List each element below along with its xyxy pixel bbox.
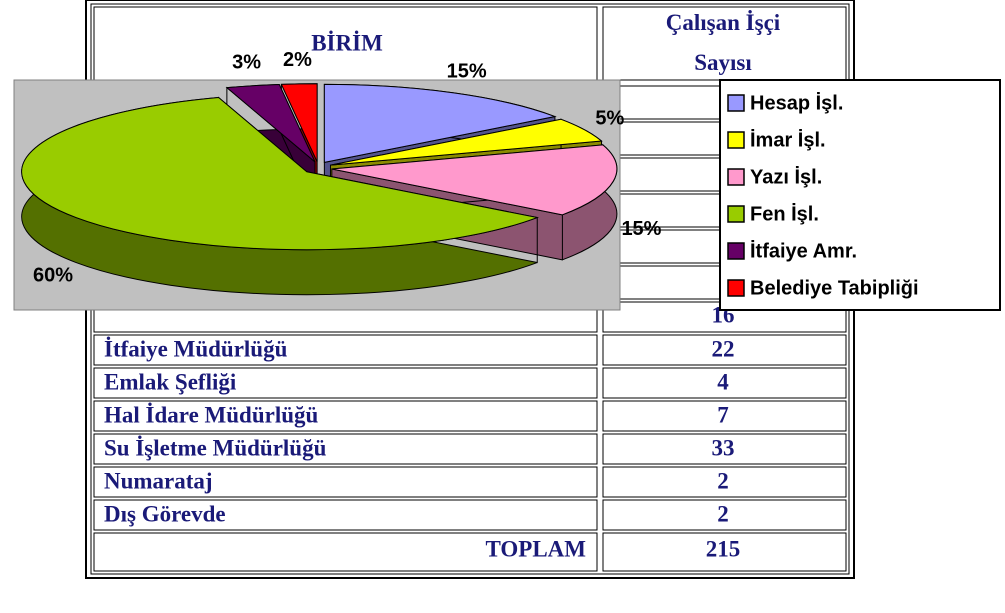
legend-label: Fen İşl. (750, 202, 819, 225)
count: 33 (712, 435, 735, 460)
pie-slice (323, 83, 557, 163)
chart: 15% 5% 15% 60% 3% 2% (13, 49, 662, 311)
count: 4 (717, 369, 729, 394)
cell (602, 433, 847, 465)
legend-label: Yazı İşl. (750, 165, 822, 188)
cell (93, 334, 598, 366)
cell (93, 466, 598, 498)
cell (93, 499, 598, 531)
legend: Hesap İşl. İmar İşl. Yazı İşl. Fen İşl. İtfa… (719, 79, 1001, 311)
cell (602, 466, 847, 498)
cell (602, 367, 847, 399)
data-label: 5% (595, 107, 624, 129)
header-label: BİRİM (311, 30, 383, 55)
header-label: Çalışan İşçi Sayısı (666, 10, 781, 75)
legend-swatch (727, 242, 745, 260)
cell (93, 367, 598, 399)
legend-label: Hesap İşl. (750, 91, 843, 114)
total-count: 215 (706, 536, 741, 561)
pie-slice (225, 83, 316, 163)
cell (602, 532, 847, 572)
data-label: 15% (621, 218, 661, 240)
unit-name: Emlak Şefliği (104, 369, 237, 394)
unit-name: Su İşletme Müdürlüğü (104, 435, 327, 460)
data-label: 15% (447, 60, 487, 82)
legend-swatch (727, 205, 745, 223)
unit-name: Dış Görevde (104, 501, 226, 526)
pie-slice (331, 144, 618, 216)
count: 7 (717, 402, 729, 427)
unit-name: Numarataj (104, 468, 213, 493)
legend-label: İmar İşl. (750, 128, 826, 151)
data-label: 3% (232, 51, 261, 73)
legend-swatch (727, 279, 745, 297)
data-label: 60% (33, 264, 73, 286)
pie-slice (21, 97, 540, 251)
count: 22 (712, 336, 735, 361)
cell (602, 334, 847, 366)
legend-label: İtfaiye Amr. (750, 239, 857, 262)
unit-name: İtfaiye Müdürlüğü (104, 336, 288, 361)
legend-swatch (727, 168, 745, 186)
cell (602, 400, 847, 432)
count: 2 (717, 468, 729, 493)
cell (93, 433, 598, 465)
unit-name: Hal İdare Müdürlüğü (104, 402, 318, 427)
pie-slice (330, 118, 603, 166)
legend-swatch (727, 94, 745, 112)
cell (93, 400, 598, 432)
cell (602, 499, 847, 531)
legend-label: Belediye Tabipliği (750, 277, 919, 299)
count: 2 (717, 501, 729, 526)
legend-swatch (727, 131, 745, 149)
pie-slice (280, 83, 318, 162)
legend-box (719, 79, 1001, 311)
cell (93, 532, 598, 572)
data-label: 2% (283, 49, 312, 71)
total-label: TOPLAM (485, 536, 586, 561)
